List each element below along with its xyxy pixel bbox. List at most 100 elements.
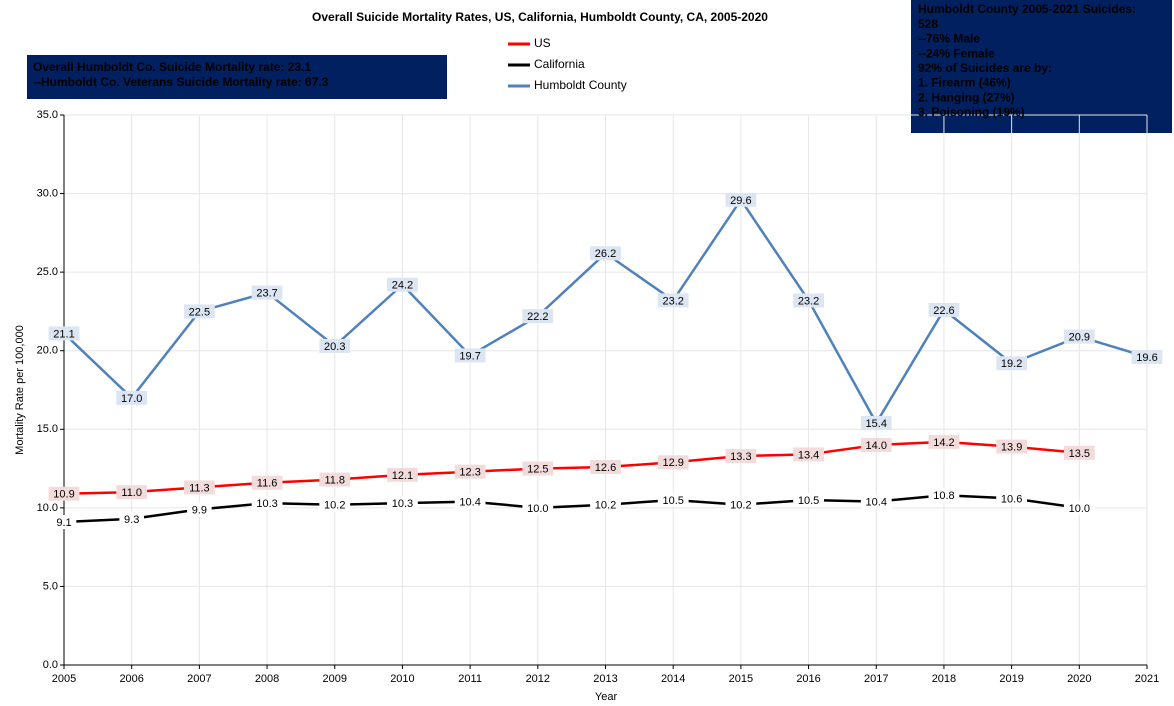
y-axis-label: Mortality Rate per 100,000: [14, 325, 26, 455]
value-label: 12.5: [527, 463, 548, 475]
y-tick-label: 20.0: [37, 345, 58, 357]
x-tick-label: 2006: [119, 673, 143, 685]
chart-title: Overall Suicide Mortality Rates, US, Cal…: [312, 10, 768, 24]
value-label-bg: [928, 434, 960, 449]
value-label-bg: [657, 455, 689, 470]
y-tick-label: 5.0: [43, 580, 58, 592]
value-label-bg: [251, 496, 283, 511]
value-label: 22.6: [933, 305, 954, 317]
value-label: 22.5: [189, 306, 210, 318]
value-label: 9.1: [56, 517, 71, 529]
value-label-bg: [251, 475, 283, 490]
value-label-bg: [928, 488, 960, 503]
value-label-bg: [793, 293, 824, 308]
x-tick-label: 2020: [1067, 673, 1091, 685]
value-label-bg: [319, 497, 351, 512]
x-tick-label: 2012: [526, 673, 550, 685]
value-label-bg: [48, 486, 80, 501]
annotation-text: --Humboldt Co. Veterans Suicide Mortalit…: [33, 75, 329, 89]
value-label: 10.8: [933, 490, 954, 502]
value-label-bg: [183, 480, 215, 495]
value-label-bg: [387, 277, 418, 292]
value-label: 24.2: [392, 280, 413, 292]
x-tick-label: 2007: [187, 673, 211, 685]
value-label: 11.3: [189, 482, 210, 494]
value-label-bg: [1063, 500, 1095, 515]
value-label-bg: [657, 293, 689, 308]
value-label: 10.5: [798, 495, 819, 507]
value-label-bg: [454, 494, 486, 509]
value-label-bg: [116, 390, 148, 405]
value-label: 10.2: [595, 500, 616, 512]
value-label: 10.0: [527, 503, 548, 515]
value-label: 10.3: [392, 498, 413, 510]
value-label-bg: [996, 439, 1028, 454]
value-label: 14.0: [866, 440, 887, 452]
value-label-bg: [116, 485, 148, 500]
value-label-bg: [860, 438, 892, 452]
annotation-text: 2. Hanging (27%): [918, 90, 1015, 104]
value-label-bg: [793, 447, 824, 462]
x-tick-label: 2008: [255, 673, 279, 685]
annotation-box: [911, 0, 1172, 133]
y-tick-label: 35.0: [37, 109, 58, 121]
value-label: 10.9: [53, 489, 74, 501]
value-label-bg: [996, 491, 1028, 506]
value-label: 20.9: [1069, 331, 1090, 343]
value-label-bg: [860, 416, 892, 430]
y-tick-label: 10.0: [37, 502, 58, 514]
value-label-bg: [119, 511, 144, 526]
value-label: 10.2: [730, 500, 751, 512]
value-label: 21.1: [53, 328, 74, 340]
value-label-bg: [590, 246, 621, 261]
value-label-bg: [1131, 350, 1163, 364]
value-label: 10.4: [866, 496, 887, 508]
x-tick-label: 2019: [999, 673, 1023, 685]
value-label-bg: [51, 515, 77, 529]
value-label-bg: [522, 309, 554, 324]
value-label: 12.9: [662, 457, 683, 469]
y-tick-label: 30.0: [37, 187, 58, 199]
value-label-bg: [793, 493, 824, 507]
annotation-text: Humboldt County 2005-2021 Suicides:: [918, 2, 1136, 16]
value-label-bg: [319, 339, 351, 353]
value-label: 10.6: [1001, 493, 1022, 505]
x-tick-label: 2018: [932, 673, 956, 685]
value-label: 13.5: [1069, 448, 1090, 460]
annotation-text: --24% Female: [918, 46, 995, 60]
value-label: 23.2: [662, 295, 683, 307]
value-label-bg: [183, 304, 215, 319]
x-tick-label: 2009: [323, 673, 347, 685]
value-label: 11.8: [324, 474, 345, 486]
value-label-bg: [319, 472, 351, 487]
value-label: 12.1: [392, 470, 413, 482]
value-label: 19.7: [459, 350, 480, 362]
value-label: 17.0: [121, 393, 142, 405]
value-label: 19.2: [1001, 358, 1022, 370]
value-label-bg: [725, 497, 757, 512]
value-label-bg: [48, 326, 80, 341]
value-label-bg: [590, 460, 621, 474]
value-label: 11.0: [121, 487, 142, 499]
value-label: 19.6: [1136, 352, 1157, 364]
value-label: 10.0: [1069, 503, 1090, 515]
value-label: 20.3: [324, 341, 345, 353]
value-label: 23.7: [256, 287, 277, 299]
x-tick-label: 2013: [593, 673, 617, 685]
value-label-bg: [454, 464, 486, 479]
annotation-text: 528: [918, 17, 938, 31]
x-tick-label: 2016: [796, 673, 820, 685]
value-label: 22.2: [527, 311, 548, 323]
x-tick-label: 2011: [458, 673, 482, 685]
value-label-bg: [860, 494, 892, 509]
value-label: 12.6: [595, 462, 616, 474]
annotation-text: --76% Male: [918, 32, 980, 46]
value-label: 10.5: [662, 495, 683, 507]
value-label-bg: [725, 449, 757, 463]
value-label-bg: [725, 192, 757, 207]
x-tick-label: 2021: [1135, 673, 1159, 685]
x-tick-label: 2005: [52, 673, 76, 685]
value-label-bg: [387, 496, 418, 511]
value-label-bg: [996, 356, 1028, 371]
